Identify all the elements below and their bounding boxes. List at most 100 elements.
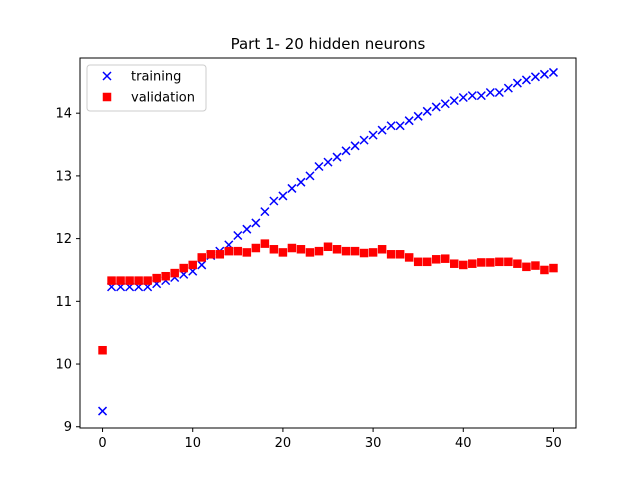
training-point [548, 67, 558, 77]
legend-marker-validation [102, 92, 112, 102]
training-point [296, 177, 306, 187]
validation-point [459, 260, 468, 270]
validation-point [395, 250, 405, 259]
y-tick-label: 9 [64, 420, 72, 435]
validation-point [134, 276, 143, 285]
legend-label-training: training [131, 70, 181, 85]
training-point [440, 99, 450, 109]
series-training [98, 67, 558, 416]
x-tick-label: 20 [275, 436, 292, 451]
training-point [449, 96, 459, 106]
training-point [539, 69, 549, 79]
x-axis: 0 10 20 30 40 50 [98, 428, 562, 451]
chart-title: Part 1- 20 hidden neurons [231, 35, 426, 53]
validation-point [125, 276, 134, 285]
training-point [368, 130, 378, 140]
validation-point [531, 261, 540, 270]
legend-box [86, 64, 207, 112]
legend: training validation [86, 64, 207, 112]
training-point [494, 87, 504, 98]
validation-point [215, 250, 225, 259]
validation-point [188, 260, 197, 270]
validation-point [143, 276, 152, 285]
validation-point [404, 253, 414, 262]
training-point [530, 72, 540, 82]
validation-point [260, 239, 270, 248]
validation-point [368, 248, 378, 257]
validation-point [495, 257, 504, 267]
validation-point [170, 268, 179, 278]
validation-point [116, 276, 125, 285]
training-point [197, 260, 207, 270]
y-tick-label: 11 [55, 295, 72, 310]
training-point [458, 92, 468, 103]
training-point [413, 111, 423, 121]
validation-point [296, 245, 306, 254]
validation-point [197, 253, 206, 262]
validation-point [269, 245, 279, 254]
validation-point [413, 257, 423, 267]
training-point [305, 171, 315, 181]
x-tick-label: 40 [455, 436, 472, 451]
y-tick-label: 14 [55, 107, 72, 122]
validation-point [314, 246, 324, 256]
validation-point [422, 257, 432, 267]
validation-point [549, 263, 558, 273]
training-point [242, 224, 252, 234]
training-point [323, 157, 333, 167]
training-point [269, 196, 279, 206]
validation-point [341, 246, 351, 256]
x-tick-label: 30 [365, 436, 382, 451]
validation-point [107, 276, 116, 285]
validation-point [450, 259, 459, 268]
validation-point [477, 258, 486, 267]
training-point [386, 121, 396, 131]
training-point [251, 218, 261, 228]
validation-point [179, 263, 188, 273]
validation-point [350, 246, 360, 256]
y-axis: 9 10 11 12 13 14 [55, 107, 80, 435]
training-point [377, 125, 387, 135]
validation-point [440, 254, 450, 263]
validation-point [98, 345, 107, 355]
plot-frame [79, 57, 577, 429]
validation-point [152, 273, 161, 283]
series-validation [98, 239, 558, 355]
training-point [404, 116, 414, 126]
training-point [422, 106, 432, 116]
x-tick-label: 50 [545, 436, 562, 451]
training-point [332, 152, 342, 162]
validation-point [377, 245, 387, 254]
training-point [233, 230, 243, 241]
training-point [476, 91, 486, 101]
legend-marker-training [102, 71, 112, 81]
training-point [278, 191, 288, 201]
training-point [350, 141, 360, 151]
validation-point [468, 259, 477, 268]
validation-point [278, 248, 288, 257]
training-point [287, 183, 297, 193]
validation-point [242, 248, 252, 257]
training-point [260, 207, 270, 217]
validation-point [431, 255, 441, 264]
validation-point [332, 245, 342, 254]
validation-point [513, 259, 522, 268]
y-tick-label: 12 [55, 232, 72, 247]
training-point [341, 146, 351, 156]
training-point [359, 135, 369, 145]
training-point [314, 161, 324, 172]
validation-point [206, 250, 216, 259]
training-point [512, 78, 522, 88]
x-tick-label: 10 [184, 436, 201, 451]
training-point [485, 87, 495, 98]
training-point [395, 121, 405, 131]
validation-point [251, 243, 261, 253]
plot-layer [98, 67, 558, 416]
validation-point [504, 257, 513, 267]
validation-point [161, 271, 170, 281]
x-tick-label: 0 [98, 436, 106, 451]
validation-point [522, 262, 531, 272]
validation-point [359, 248, 369, 258]
legend-label-validation: validation [131, 91, 195, 106]
